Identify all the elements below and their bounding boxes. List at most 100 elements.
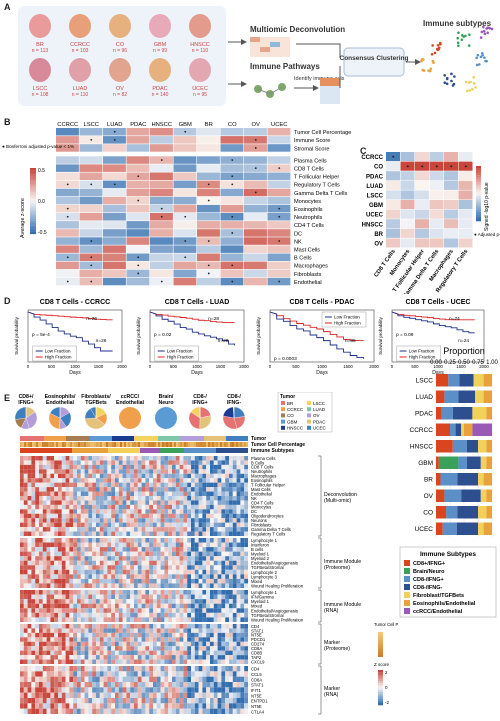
panel-c-cell xyxy=(444,190,458,200)
panel-b-cell xyxy=(79,221,103,229)
panel-b-cell xyxy=(126,213,150,221)
organ-label: UCEC xyxy=(192,86,208,92)
panel-b-cell xyxy=(220,136,244,144)
panel-f-bar-segment xyxy=(450,423,456,436)
panel-e-row-label: CD4 T Cells xyxy=(251,500,273,505)
panel-e-row-label: STAT1 xyxy=(251,683,264,688)
panel-b-row-label: Gamma Delta T Cells xyxy=(294,191,347,197)
panel-b-heatmap: CCRCC LSCC LUAD PDAC HNSCC GBM BR CO OV UCEC Tumor… xyxy=(2,122,351,286)
panel-e-pie xyxy=(14,406,38,430)
panel-e-group-label: (Proteome) xyxy=(324,565,350,571)
organ-label: OV xyxy=(116,86,124,92)
panel-f-tick: 0.00 xyxy=(430,360,442,366)
panel-d-n-high: n=28 xyxy=(208,316,219,322)
panel-e-group-label: (Proteome) xyxy=(324,646,350,652)
panel-b-col-label: BR xyxy=(205,122,213,128)
panel-d-xtick: 2000 xyxy=(239,364,249,369)
panel-f-bar-segment xyxy=(486,456,492,469)
panel-d-xtick: 1500 xyxy=(456,364,466,369)
panel-c-cell xyxy=(429,171,444,181)
panel-c-cell xyxy=(458,180,473,190)
panel-b-cell xyxy=(126,180,150,189)
panel-c-cell xyxy=(400,180,415,190)
panel-b-cell xyxy=(126,188,150,197)
panel-b-cell xyxy=(150,221,173,229)
panel-c-row-label: LUAD xyxy=(366,184,383,190)
panel-c-cell xyxy=(386,228,400,238)
panel-c-cell xyxy=(444,171,458,181)
organ-count: n = 103 xyxy=(72,48,89,54)
panel-b-cell xyxy=(267,221,291,229)
panel-c-row-label: UCEC xyxy=(366,213,384,219)
panel-b-cell xyxy=(197,229,220,237)
panel-b-cell xyxy=(173,261,197,270)
panel-e-row-label: Gamma Delta T Cells xyxy=(251,527,291,532)
panel-f-bar-segment xyxy=(466,456,481,469)
panel-b-cell xyxy=(103,144,126,152)
panel-c-cell xyxy=(386,180,400,190)
panel-c-cell xyxy=(429,209,444,219)
panel-c-cell xyxy=(386,171,400,181)
panel-b-row-label: CD4 T Cells xyxy=(294,223,324,229)
panel-b-row-label: Tumor Cell Percentage xyxy=(294,130,351,136)
panel-d-xtick: 1000 xyxy=(70,364,80,369)
panel-c-cell xyxy=(415,190,429,200)
panel-f-bar-segment xyxy=(475,390,484,403)
panel-d-legend-high: High Fraction xyxy=(409,355,436,360)
panel-b-col-label: HNSCC xyxy=(151,122,172,128)
multiomic-title: Multiomic Deconvolution xyxy=(250,25,345,34)
panel-b-cell xyxy=(220,237,244,245)
panel-e-row-label: Interferon xyxy=(251,542,270,547)
panel-f-bar-segment xyxy=(472,423,492,436)
panel-f-bar-segment xyxy=(458,390,476,403)
panel-b-cell xyxy=(150,144,173,152)
panel-e-pie-label: Brain/ xyxy=(159,394,174,400)
panel-e-row-label: B Cells xyxy=(251,460,264,465)
panel-c-cell xyxy=(415,238,429,248)
panel-e-row-label: CXCL9 xyxy=(251,659,265,664)
panel-e-row-label: Neutrophils xyxy=(251,469,272,474)
panel-b-row-label: DC xyxy=(294,231,302,237)
panel-b-cell xyxy=(79,172,103,180)
panel-c-cell xyxy=(386,219,400,229)
panel-c-cell xyxy=(458,209,473,219)
panel-b-cell xyxy=(56,164,79,172)
organ-pdac-icon xyxy=(149,58,171,82)
panel-e-row-label: IFN/Gamma xyxy=(251,595,274,600)
panel-e-row-label: IFIT1 xyxy=(251,688,261,693)
panel-e-row-label: CD4 xyxy=(251,667,260,672)
panel-c-cell xyxy=(444,152,458,162)
panel-b-cell xyxy=(56,245,79,253)
panel-b-cell xyxy=(103,277,126,286)
panel-b-cell xyxy=(103,188,126,197)
panel-f-bar-segment xyxy=(483,374,492,387)
panel-f-bar-segment xyxy=(457,473,478,486)
panel-b-cell xyxy=(126,204,150,213)
panel-f-bar-segment xyxy=(486,489,492,502)
panel-b-cell xyxy=(56,269,79,278)
panel-e-pie-label: TGFBets xyxy=(85,400,107,406)
panel-e-pie xyxy=(48,406,72,430)
panel-e-row-label: Mixed xyxy=(251,579,263,584)
panel-c-row-label: LSCC xyxy=(367,194,384,200)
panel-e-row-label: NT5E xyxy=(251,693,262,698)
panel-e-tumor-legend-item: BR xyxy=(287,401,294,406)
panel-e-row-label: Eosinophils xyxy=(251,478,272,483)
panel-e-row-label: PDCD1 xyxy=(251,637,266,642)
panel-b-cell xyxy=(56,221,79,229)
panel-b-row-label: Endothelial xyxy=(294,280,322,286)
panel-c-cell xyxy=(415,228,429,238)
panel-c-cell xyxy=(458,200,473,210)
panel-letter-d: D xyxy=(4,296,11,306)
panel-b-cell xyxy=(103,204,126,213)
panel-e-tumor-legend-item: GBM xyxy=(287,419,298,424)
panel-e-pie xyxy=(222,406,246,430)
panel-d-xtick: 0 xyxy=(269,364,272,369)
panel-b-cell xyxy=(244,128,267,136)
panel-e-row-label: CCL5 xyxy=(251,672,262,677)
panel-b-cell xyxy=(267,128,291,136)
panel-d-xlabel: Days xyxy=(316,370,328,376)
organ-label: CCRCC xyxy=(70,42,90,48)
